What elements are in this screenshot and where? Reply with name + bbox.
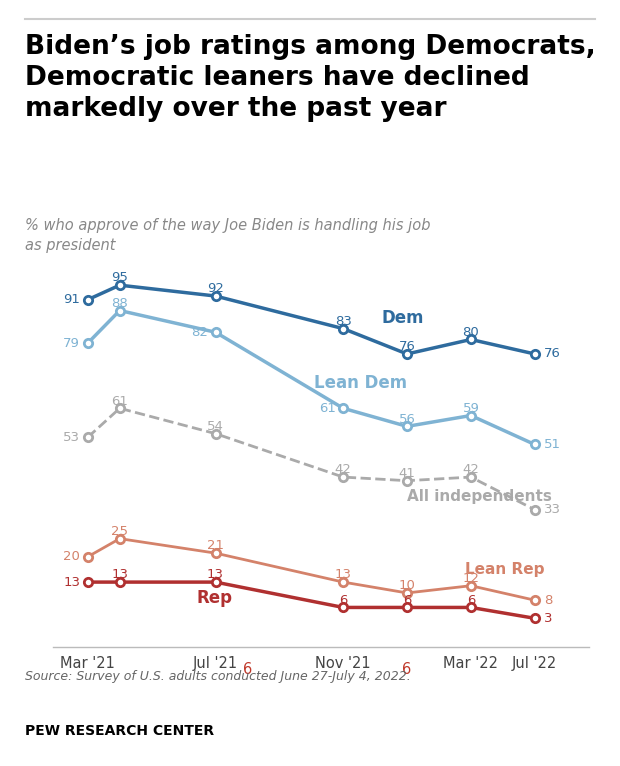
Text: Lean Rep: Lean Rep bbox=[464, 562, 544, 577]
Text: 88: 88 bbox=[112, 296, 128, 309]
Text: 21: 21 bbox=[207, 539, 224, 552]
Text: 13: 13 bbox=[63, 575, 80, 588]
Text: 25: 25 bbox=[111, 525, 128, 538]
Text: % who approve of the way Joe Biden is handling his job
as president: % who approve of the way Joe Biden is ha… bbox=[25, 218, 430, 253]
Text: Source: Survey of U.S. adults conducted June 27-July 4, 2022.: Source: Survey of U.S. adults conducted … bbox=[25, 670, 410, 683]
Text: 53: 53 bbox=[63, 430, 80, 444]
Text: 42: 42 bbox=[335, 463, 352, 476]
Text: 6: 6 bbox=[339, 594, 347, 607]
Text: 8: 8 bbox=[544, 594, 552, 607]
Text: Dem: Dem bbox=[381, 309, 424, 327]
Text: 91: 91 bbox=[63, 293, 80, 306]
Text: 54: 54 bbox=[207, 420, 224, 433]
Text: 76: 76 bbox=[399, 340, 415, 353]
Text: 20: 20 bbox=[63, 550, 80, 563]
Text: 6: 6 bbox=[467, 594, 475, 607]
Text: Lean Dem: Lean Dem bbox=[314, 374, 407, 392]
Text: 56: 56 bbox=[399, 413, 415, 426]
Text: 6: 6 bbox=[403, 594, 411, 607]
Text: 3: 3 bbox=[544, 612, 553, 625]
Text: 76: 76 bbox=[544, 348, 561, 361]
Text: 92: 92 bbox=[207, 283, 224, 295]
Text: Rep: Rep bbox=[197, 589, 232, 607]
Text: All independents: All independents bbox=[407, 489, 552, 505]
Text: 59: 59 bbox=[463, 402, 479, 414]
Text: 6: 6 bbox=[243, 662, 252, 676]
Text: 95: 95 bbox=[112, 271, 128, 284]
Text: PEW RESEARCH CENTER: PEW RESEARCH CENTER bbox=[25, 724, 214, 738]
Text: 13: 13 bbox=[111, 568, 128, 581]
Text: 41: 41 bbox=[399, 467, 415, 480]
Text: 61: 61 bbox=[112, 394, 128, 408]
Text: 79: 79 bbox=[63, 336, 80, 349]
Text: 13: 13 bbox=[335, 568, 352, 581]
Text: 13: 13 bbox=[207, 568, 224, 581]
Text: 61: 61 bbox=[319, 402, 335, 414]
Text: 10: 10 bbox=[399, 579, 415, 592]
Text: 51: 51 bbox=[544, 438, 561, 451]
Text: Biden’s job ratings among Democrats,
Democratic leaners have declined
markedly o: Biden’s job ratings among Democrats, Dem… bbox=[25, 34, 596, 123]
Text: 12: 12 bbox=[463, 572, 479, 585]
Text: 80: 80 bbox=[463, 326, 479, 339]
Text: 83: 83 bbox=[335, 315, 352, 328]
Text: 33: 33 bbox=[544, 503, 561, 516]
Text: 82: 82 bbox=[191, 326, 208, 339]
Text: 42: 42 bbox=[463, 463, 479, 476]
Text: 6: 6 bbox=[402, 662, 412, 676]
